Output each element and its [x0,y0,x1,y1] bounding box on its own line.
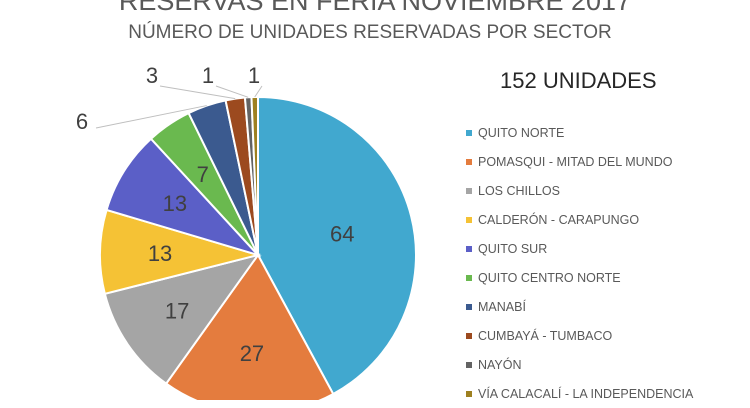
total-units-label: 152 UNIDADES [500,68,657,93]
legend-label: QUITO CENTRO NORTE [478,270,621,285]
legend-label: QUITO SUR [478,241,548,256]
legend-item: QUITO SUR [466,234,693,263]
legend-item: POMASQUI - MITAD DEL MUNDO [466,147,693,176]
legend-item: VÍA CALACALÍ - LA INDEPENDENCIA [466,379,693,408]
legend-label: LOS CHILLOS [478,183,560,198]
pie-slice [99,208,262,296]
data-label: 1 [248,63,260,88]
legend-label: CALDERÓN - CARAPUNGO [478,212,640,227]
data-label: 64 [330,222,354,247]
legend-swatch [466,216,472,223]
legend-item: NAYÓN [466,350,693,379]
legend-item: CALDERÓN - CARAPUNGO [466,205,693,234]
legend: QUITO NORTE POMASQUI - MITAD DEL MUNDO LOS… [466,118,693,408]
legend-swatch [466,245,472,252]
pie-slice [164,253,335,400]
data-label: 3 [146,63,158,88]
data-label: 27 [240,341,264,366]
legend-item: LOS CHILLOS [466,176,693,205]
legend-item: QUITO NORTE [466,118,693,147]
data-label: 1 [202,63,214,88]
chart-subtitle: NÚMERO DE UNIDADES RESERVADAS POR SECTOR [128,22,612,43]
leader-line [215,85,249,98]
legend-swatch [466,158,472,165]
legend-item: MANABÍ [466,292,693,321]
legend-swatch [466,390,472,397]
legend-swatch [466,361,472,368]
legend-label: CUMBAYÁ - TUMBACO [478,328,613,343]
legend-swatch [466,274,472,281]
legend-label: POMASQUI - MITAD DEL MUNDO [478,154,673,169]
data-label: 7 [197,162,209,187]
data-label: 13 [163,191,187,216]
data-label: 6 [76,109,88,134]
leader-line [159,85,236,100]
legend-label: MANABÍ [478,299,526,314]
legend-label: NAYÓN [478,357,522,372]
data-label: 17 [165,298,189,323]
data-label: 13 [148,241,172,266]
leader-line [254,85,263,98]
legend-label: VÍA CALACALÍ - LA INDEPENDENCIA [478,386,694,401]
legend-item: QUITO CENTRO NORTE [466,263,693,292]
chart-title: RESERVAS EN FERIA NOVIEMBRE 2017 [118,0,632,16]
pie-slice [257,95,417,396]
legend-swatch [466,129,472,136]
legend-swatch [466,187,472,194]
pie-slice [103,253,261,385]
legend-label: QUITO NORTE [478,125,565,140]
legend-swatch [466,332,472,339]
pie-slice [105,137,262,257]
leader-line [95,105,207,129]
legend-item: CUMBAYÁ - TUMBACO [466,321,693,350]
legend-swatch [466,303,472,310]
